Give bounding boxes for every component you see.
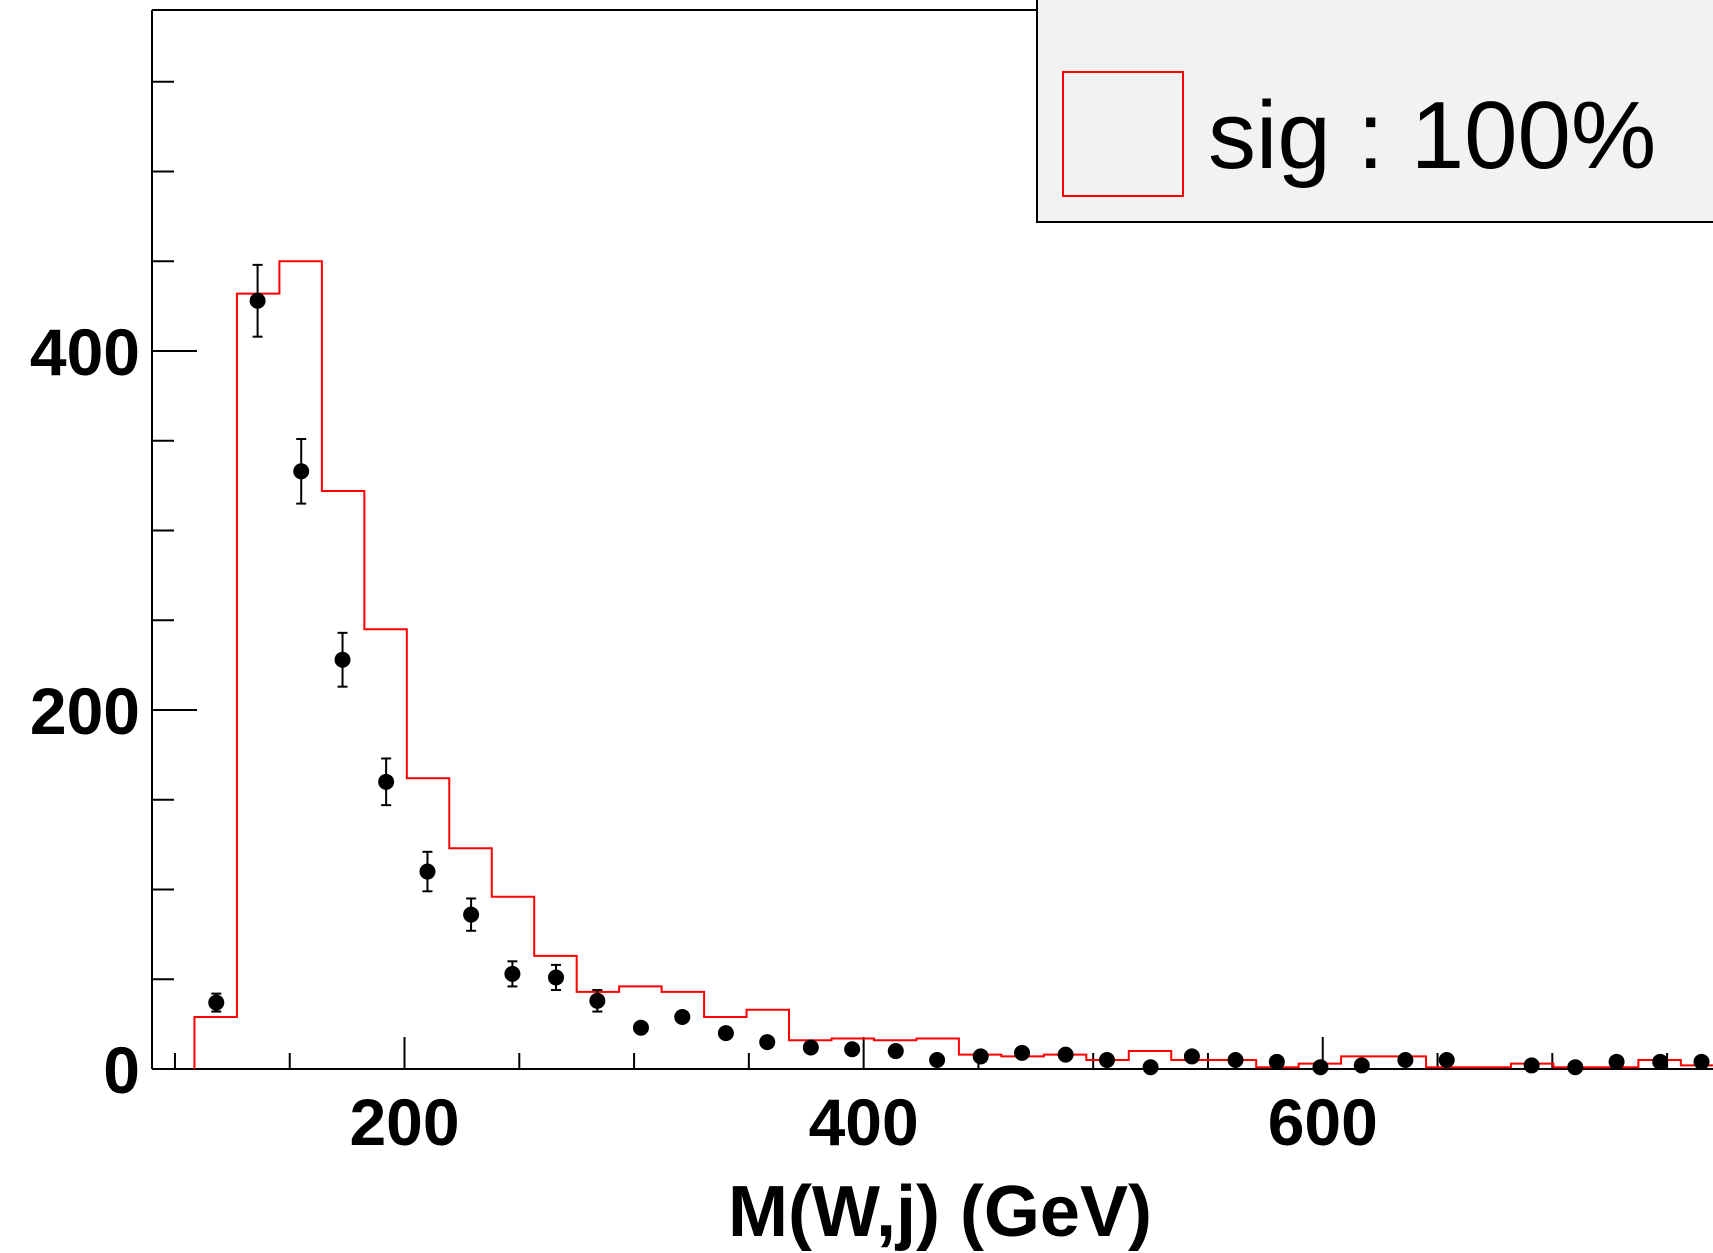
legend-box (1036, 0, 1713, 223)
data-point (1438, 1052, 1455, 1069)
data-point (887, 1043, 904, 1060)
signal-step-line (193, 260, 1713, 1069)
data-point (1183, 1048, 1200, 1065)
data-points (208, 263, 1710, 1076)
data-point (419, 863, 436, 880)
y-tick-label: 400 (30, 315, 140, 389)
data-point (632, 1019, 649, 1036)
data-point (759, 1034, 776, 1051)
data-point (1014, 1044, 1031, 1061)
legend: Data sig : 100% (1036, 0, 1713, 223)
x-tick-label: 400 (809, 1085, 919, 1159)
data-point (504, 965, 521, 982)
data-point (1227, 1052, 1244, 1069)
data-point (972, 1048, 989, 1065)
legend-label-data: Data (1208, 0, 1411, 16)
data-point (463, 906, 480, 923)
data-point (1142, 1059, 1159, 1076)
data-point (293, 463, 310, 480)
data-point (1397, 1052, 1414, 1069)
data-point (1523, 1057, 1540, 1074)
data-point (1312, 1059, 1329, 1076)
x-tick-label: 600 (1268, 1085, 1378, 1159)
legend-sig-swatch (1062, 71, 1184, 197)
signal-histogram (193, 260, 1713, 1069)
data-point (1268, 1053, 1285, 1070)
x-axis-title: M(W,j) (GeV) (728, 1172, 1152, 1252)
data-point (378, 773, 395, 790)
legend-label-sig: sig : 100% (1208, 82, 1656, 189)
data-point (249, 292, 266, 309)
y-axis-ticks: 0 200 400 (30, 80, 197, 1107)
data-point (589, 992, 606, 1009)
y-tick-label: 200 (30, 674, 140, 748)
y-tick-label: 0 (103, 1033, 140, 1107)
data-point (1652, 1053, 1669, 1070)
data-point (717, 1025, 734, 1042)
x-tick-label: 200 (349, 1085, 459, 1159)
data-point (208, 994, 225, 1011)
data-point (1353, 1057, 1370, 1074)
data-point (929, 1052, 946, 1069)
data-point (548, 969, 565, 986)
data-point (1567, 1059, 1584, 1076)
data-point (1057, 1046, 1074, 1063)
data-point (674, 1008, 691, 1025)
data-point (334, 651, 351, 668)
data-point (1098, 1052, 1115, 1069)
data-point (1693, 1053, 1710, 1070)
data-point (802, 1039, 819, 1056)
data-point (1608, 1053, 1625, 1070)
data-point (844, 1041, 861, 1058)
